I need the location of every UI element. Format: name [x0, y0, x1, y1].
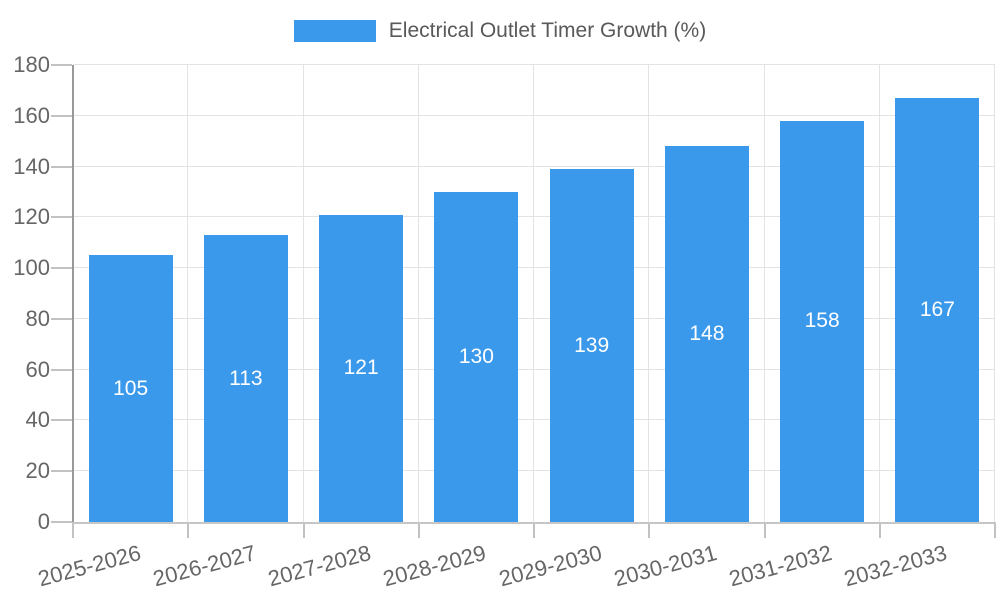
bar-value-label: 148 [689, 322, 725, 346]
x-axis-tick [994, 522, 996, 538]
gridline-horizontal [73, 64, 995, 65]
bar: 121 [319, 214, 404, 522]
chart-legend[interactable]: Electrical Outlet Timer Growth (%) [0, 16, 1000, 46]
gridline-horizontal [73, 368, 995, 370]
legend-swatch [293, 20, 376, 42]
x-axis-tick [533, 522, 535, 538]
gridline-vertical [648, 65, 650, 522]
y-axis-tick [51, 216, 72, 219]
gridline-vertical [763, 65, 765, 522]
bar: 158 [780, 120, 865, 522]
gridline-horizontal [73, 165, 995, 167]
gridline-vertical [302, 65, 304, 522]
y-axis-tick [51, 470, 72, 473]
gridline-vertical [994, 65, 995, 522]
legend-label: Electrical Outlet Timer Growth (%) [388, 19, 707, 42]
bar-value-label: 158 [804, 309, 840, 333]
x-axis-tick [187, 522, 190, 538]
y-tick-label: 60 [25, 356, 50, 382]
gridline-vertical [533, 65, 534, 522]
x-axis-line [72, 522, 996, 524]
gridline-horizontal [73, 419, 995, 421]
y-axis-tick [51, 419, 72, 422]
bar: 130 [434, 191, 519, 522]
gridline-horizontal [73, 216, 995, 218]
gridline-horizontal [73, 470, 995, 472]
gridline-horizontal [73, 317, 995, 319]
bar-value-label: 139 [574, 333, 610, 357]
y-axis-tick [51, 317, 72, 320]
y-axis-tick [51, 368, 72, 371]
gridline-vertical [417, 65, 419, 522]
gridline-horizontal [73, 114, 995, 116]
y-axis-tick [51, 521, 72, 523]
y-tick-label: 20 [25, 458, 50, 484]
y-tick-label: 160 [13, 102, 50, 128]
bar-value-label: 167 [919, 297, 955, 321]
bar: 113 [203, 235, 288, 522]
bar-value-label: 113 [229, 366, 263, 390]
y-tick-label: 100 [13, 255, 50, 281]
y-axis-tick [51, 64, 72, 66]
x-axis-tick [417, 522, 420, 538]
x-axis-tick [763, 522, 766, 538]
bar: 148 [664, 146, 749, 522]
bar: 167 [895, 98, 980, 522]
gridline-horizontal [73, 267, 995, 269]
y-tick-label: 40 [25, 407, 50, 433]
gridline-vertical [187, 65, 189, 522]
x-axis-tick [878, 522, 881, 538]
y-axis-tick [51, 267, 72, 270]
bar-value-label: 130 [458, 344, 494, 368]
gridline-vertical [878, 65, 880, 522]
bar-value-label: 121 [343, 356, 379, 380]
x-axis-tick [72, 522, 74, 538]
y-tick-label: 180 [13, 52, 50, 77]
x-axis-tick [302, 522, 305, 538]
bar-value-label: 105 [113, 376, 149, 400]
y-axis-line [72, 65, 74, 522]
y-tick-label: 0 [37, 509, 50, 534]
y-tick-label: 120 [13, 204, 50, 230]
y-axis-tick [51, 114, 72, 117]
y-tick-label: 80 [25, 305, 50, 331]
y-tick-label: 140 [13, 153, 50, 179]
bar: 139 [549, 169, 634, 522]
bar: 105 [88, 255, 173, 522]
x-axis-tick [648, 522, 651, 538]
y-axis-tick [51, 165, 72, 168]
